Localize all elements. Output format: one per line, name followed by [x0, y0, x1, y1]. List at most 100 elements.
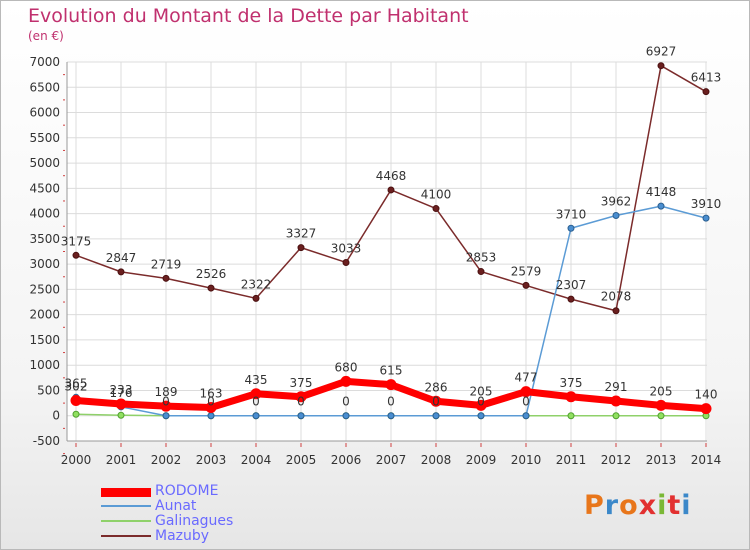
- data-point-rodome: [295, 391, 307, 403]
- y-tick-label: 3000: [29, 257, 60, 271]
- data-point-mazuby: [612, 307, 620, 315]
- data-point-rodome: [205, 401, 217, 413]
- data-label-mazuby: 3175: [61, 234, 92, 248]
- x-tick-label: 2011: [556, 453, 587, 467]
- data-label-mazuby: 4100: [421, 188, 452, 202]
- y-tick-label: 6000: [29, 106, 60, 120]
- y-tick-label: 4000: [29, 207, 60, 221]
- data-point-aunat: [657, 202, 665, 210]
- data-point-aunat: [297, 412, 305, 420]
- data-point-rodome: [430, 395, 442, 407]
- y-tick-label: 1500: [29, 333, 60, 347]
- data-label-mazuby: 3033: [331, 241, 362, 255]
- data-label-rodome: 205: [470, 384, 493, 398]
- data-label-mazuby: 2526: [196, 267, 227, 281]
- chart-unit-label: (en €): [28, 29, 64, 43]
- data-label-rodome: 375: [560, 376, 583, 390]
- y-tick-label: 0: [52, 409, 60, 423]
- data-point-mazuby: [702, 88, 710, 96]
- data-label-aunat: 176: [110, 386, 133, 400]
- data-point-mazuby: [72, 251, 80, 259]
- data-point-rodome: [160, 400, 172, 412]
- data-label-aunat: 3910: [691, 197, 722, 211]
- data-label-rodome: 615: [380, 364, 403, 378]
- data-point-mazuby: [387, 186, 395, 194]
- data-point-rodome: [70, 394, 82, 406]
- data-label-rodome: 205: [650, 384, 673, 398]
- data-point-mazuby: [657, 62, 665, 70]
- data-point-rodome: [610, 395, 622, 407]
- y-tick-label: 6500: [29, 80, 60, 94]
- data-label-aunat: 0: [297, 395, 305, 409]
- data-label-aunat: 4148: [646, 185, 677, 199]
- plot-area: [67, 62, 707, 441]
- y-tick-label: 500: [37, 383, 60, 397]
- data-point-aunat: [477, 412, 485, 420]
- y-tick-label: 1000: [29, 358, 60, 372]
- data-label-mazuby: 2307: [556, 278, 587, 292]
- data-point-rodome: [475, 399, 487, 411]
- x-tick-label: 2012: [601, 453, 632, 467]
- y-tick-label: 2500: [29, 282, 60, 296]
- x-tick-label: 2013: [646, 453, 677, 467]
- data-label-rodome: 189: [155, 385, 178, 399]
- data-point-aunat: [567, 224, 575, 232]
- data-point-mazuby: [522, 281, 530, 289]
- data-point-rodome: [340, 375, 352, 387]
- data-label-mazuby: 6927: [646, 45, 677, 59]
- data-label-aunat: 0: [252, 395, 260, 409]
- legend-swatch-rodome: [101, 488, 151, 497]
- x-tick-label: 2006: [331, 453, 362, 467]
- proxiti-logo: Proxiti: [584, 490, 692, 521]
- data-point-mazuby: [252, 294, 260, 302]
- data-point-mazuby: [567, 295, 575, 303]
- x-tick-label: 2010: [511, 453, 542, 467]
- x-tick-label: 2003: [196, 453, 227, 467]
- data-label-mazuby: 3327: [286, 227, 317, 241]
- data-label-aunat: 0: [207, 395, 215, 409]
- data-point-aunat: [252, 412, 260, 420]
- data-point-mazuby: [432, 205, 440, 213]
- data-label-aunat: 0: [477, 395, 485, 409]
- data-point-galinagues: [657, 412, 665, 420]
- data-point-aunat: [522, 412, 530, 420]
- data-label-aunat: 3710: [556, 207, 587, 221]
- x-tick-label: 2001: [106, 453, 137, 467]
- legend-label-mazuby: Mazuby: [155, 528, 210, 544]
- data-label-aunat: 0: [387, 395, 395, 409]
- y-tick-label: 5000: [29, 156, 60, 170]
- data-label-aunat: 365: [65, 376, 88, 390]
- x-tick-label: 2008: [421, 453, 452, 467]
- data-point-galinagues: [117, 411, 125, 419]
- data-label-rodome: 163: [200, 386, 223, 400]
- y-tick-label: 4500: [29, 181, 60, 195]
- legend-swatch-galinagues: [101, 520, 151, 522]
- data-point-mazuby: [342, 258, 350, 266]
- legend-label-galinagues: Galinagues: [155, 513, 234, 529]
- data-point-aunat: [702, 214, 710, 222]
- data-point-mazuby: [297, 244, 305, 252]
- data-point-rodome: [115, 398, 127, 410]
- x-tick-label: 2000: [61, 453, 92, 467]
- data-point-aunat: [387, 412, 395, 420]
- x-tick-label: 2002: [151, 453, 182, 467]
- data-point-aunat: [612, 212, 620, 220]
- data-point-rodome: [250, 388, 262, 400]
- legend-label-rodome: RODOME: [155, 483, 219, 499]
- chart-title: Evolution du Montant de la Dette par Hab…: [28, 5, 469, 27]
- legend-swatch-aunat: [101, 505, 151, 507]
- x-tick-label: 2007: [376, 453, 407, 467]
- data-label-mazuby: 2322: [241, 277, 272, 291]
- data-point-mazuby: [207, 284, 215, 292]
- legend-label-aunat: Aunat: [155, 498, 197, 514]
- y-tick-label: -500: [33, 434, 60, 448]
- data-label-rodome: 375: [290, 376, 313, 390]
- y-tick-label: 7000: [29, 55, 60, 69]
- data-label-mazuby: 2078: [601, 290, 632, 304]
- data-label-rodome: 291: [605, 380, 628, 394]
- data-label-aunat: 0: [522, 395, 530, 409]
- data-point-rodome: [700, 403, 712, 415]
- data-point-rodome: [655, 399, 667, 411]
- data-point-rodome: [385, 379, 397, 391]
